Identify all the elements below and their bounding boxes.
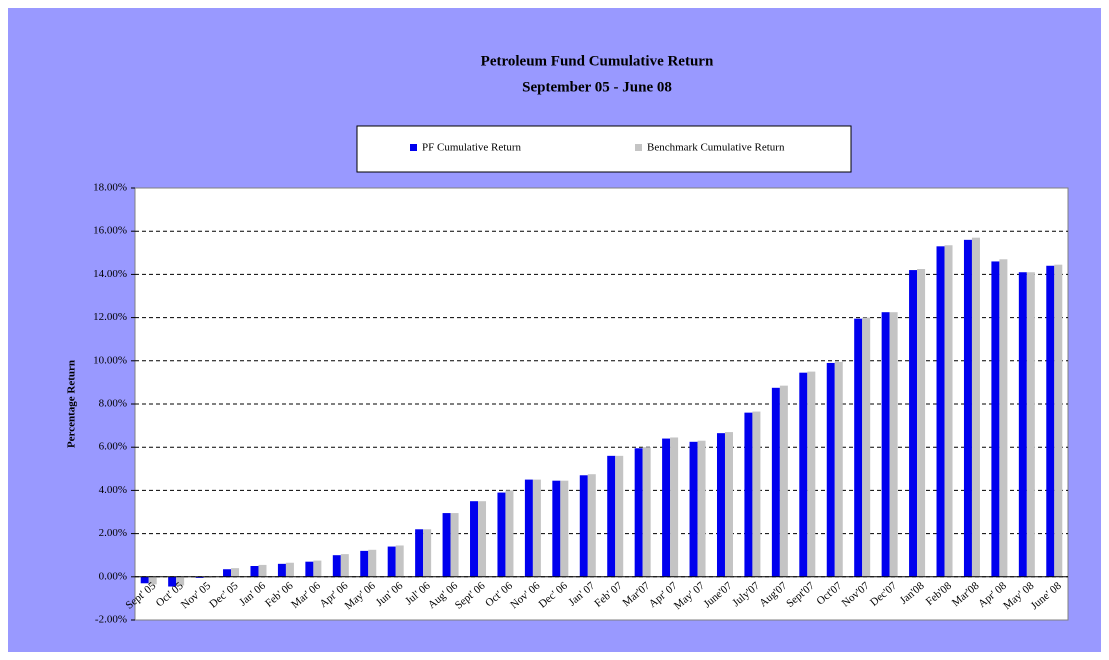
bar — [231, 568, 240, 577]
bar — [1046, 265, 1055, 577]
bar — [799, 372, 808, 577]
bar — [689, 441, 698, 577]
bar — [917, 269, 926, 577]
bar — [140, 576, 149, 584]
bar — [470, 501, 479, 577]
bar — [670, 437, 679, 577]
bar — [834, 361, 843, 577]
bar — [752, 411, 761, 577]
bar — [168, 576, 177, 587]
y-tick-label: 14.00% — [93, 268, 127, 280]
bar — [176, 576, 185, 586]
bar — [442, 513, 451, 577]
bar — [697, 440, 706, 577]
bar — [963, 239, 972, 577]
bar — [552, 480, 561, 577]
bar — [999, 259, 1008, 577]
legend-label: Benchmark Cumulative Return — [647, 142, 785, 154]
bar — [532, 479, 541, 577]
bar — [1018, 272, 1027, 577]
bar — [587, 474, 596, 577]
bar — [579, 475, 588, 577]
bar — [826, 362, 835, 577]
bar — [971, 237, 980, 577]
y-tick-label: 2.00% — [99, 527, 127, 539]
bar — [615, 455, 624, 577]
y-tick-label: 10.00% — [93, 354, 127, 366]
bar — [387, 546, 396, 577]
y-tick-label: -2.00% — [95, 614, 127, 626]
bar — [881, 312, 890, 577]
legend-label: PF Cumulative Return — [422, 142, 522, 154]
bar — [285, 562, 294, 577]
bar — [642, 447, 651, 577]
bar — [524, 479, 533, 577]
bar — [332, 555, 341, 577]
bar — [634, 448, 643, 577]
bar — [340, 554, 349, 577]
legend — [356, 125, 852, 173]
bar — [560, 480, 569, 577]
y-tick-label: 6.00% — [99, 441, 127, 453]
bar — [148, 576, 157, 585]
bar — [771, 387, 780, 577]
bar — [662, 438, 671, 577]
bar — [368, 549, 377, 577]
bar — [716, 433, 725, 577]
bar — [991, 261, 1000, 577]
bar — [909, 270, 918, 577]
y-tick-label: 12.00% — [93, 311, 127, 323]
bar — [478, 501, 487, 577]
y-tick-label: 8.00% — [99, 398, 127, 410]
bar — [944, 245, 953, 577]
bar — [744, 412, 753, 577]
bar — [807, 371, 816, 577]
bar — [277, 563, 286, 577]
bar — [505, 490, 514, 577]
y-tick-label: 18.00% — [93, 182, 127, 194]
bar — [497, 492, 506, 577]
bar — [607, 455, 616, 577]
legend-swatch — [635, 144, 642, 151]
bar — [415, 529, 424, 577]
bar — [223, 569, 232, 577]
bar — [450, 513, 459, 577]
bar — [313, 560, 322, 577]
bar — [1026, 272, 1035, 577]
chart-title: Petroleum Fund Cumulative Return — [481, 53, 714, 69]
bar — [258, 564, 267, 577]
bar — [250, 566, 259, 577]
bar — [1054, 264, 1063, 577]
y-axis-label: Percentage Return — [66, 360, 78, 448]
bar — [203, 576, 212, 578]
chart-subtitle: September 05 - June 08 — [522, 79, 672, 95]
bar — [779, 385, 788, 577]
bar — [889, 312, 898, 577]
legend-swatch — [410, 144, 417, 151]
y-tick-label: 16.00% — [93, 225, 127, 237]
bar — [305, 561, 314, 577]
y-tick-label: 4.00% — [99, 484, 127, 496]
bar — [862, 317, 871, 577]
bar — [360, 550, 369, 577]
bar — [854, 318, 863, 577]
y-tick-label: 0.00% — [99, 570, 127, 582]
bar — [423, 529, 432, 577]
bar — [724, 432, 733, 577]
bar — [936, 246, 945, 577]
bar — [395, 545, 404, 577]
bar — [195, 576, 204, 578]
